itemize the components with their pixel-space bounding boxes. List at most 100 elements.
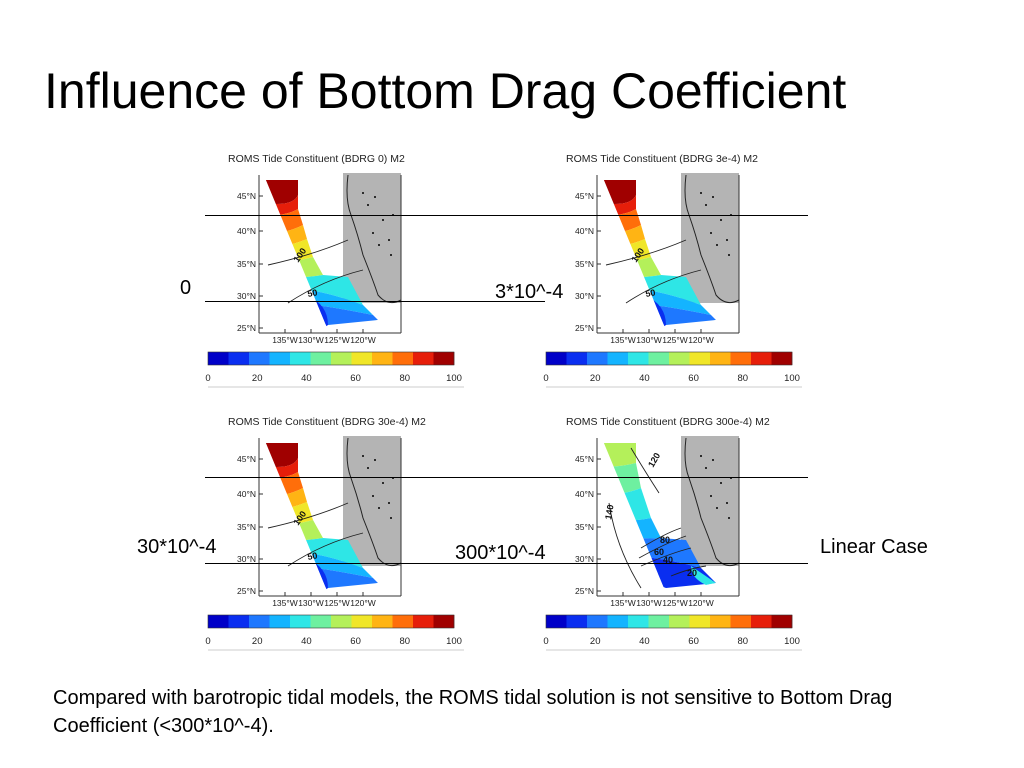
lat-tick-label: 45°N <box>237 454 256 464</box>
divider-line-bottom-lower <box>205 563 808 564</box>
colorbar-swatch <box>607 352 629 365</box>
lon-tick-label: 130°W <box>298 335 324 345</box>
colorbar-tick-label: 60 <box>350 636 361 647</box>
lon-tick-label: 135°W <box>610 598 636 608</box>
lat-tick-label: 35°N <box>575 259 594 269</box>
colorbar-tick-label: 0 <box>205 373 210 384</box>
lat-tick-label: 45°N <box>575 454 594 464</box>
linear-case-label: Linear Case <box>820 536 928 558</box>
tide-map-bdrg-0: ROMS Tide Constituent (BDRG 0) M2 100 50 45… <box>203 145 468 390</box>
lon-tick-label: 120°W <box>350 598 376 608</box>
lat-tick-label: 25°N <box>237 323 256 333</box>
map-title: ROMS Tide Constituent (BDRG 300e-4) M2 <box>566 416 770 428</box>
case-label-30e-4: 30*10^-4 <box>137 536 217 558</box>
colorbar-tick-label: 40 <box>639 636 650 647</box>
lon-tick-label: 135°W <box>272 598 298 608</box>
lat-tick-label: 25°N <box>575 323 594 333</box>
colorbar-swatch <box>751 615 772 628</box>
tide-map-bdrg-3e-4: ROMS Tide Constituent (BDRG 3e-4) M2 100 5… <box>541 145 806 390</box>
contour-label: 120 <box>646 451 662 469</box>
colorbar-swatch <box>290 352 311 365</box>
case-label-300e-4: 300*10^-4 <box>455 542 546 564</box>
colorbar-swatch <box>730 352 752 365</box>
colorbar-swatch <box>433 352 455 365</box>
contour-label: 50 <box>645 287 657 299</box>
lon-tick-label: 135°W <box>610 335 636 345</box>
colorbar-swatch <box>269 615 291 628</box>
colorbar-swatch <box>331 352 352 365</box>
lon-tick-label: 130°W <box>298 598 324 608</box>
lon-tick-label: 120°W <box>688 335 714 345</box>
colorbar-swatch <box>628 352 649 365</box>
colorbar-swatch <box>710 352 731 365</box>
colorbar-swatch <box>771 352 793 365</box>
colorbar-swatch <box>372 615 393 628</box>
lon-tick-label: 120°W <box>688 598 714 608</box>
colorbar-swatch <box>392 615 414 628</box>
slide-title: Influence of Bottom Drag Coefficient <box>44 63 847 119</box>
colorbar-swatch <box>208 615 229 628</box>
contour-label: 40 <box>663 555 673 565</box>
tide-map-svg: ROMS Tide Constituent (BDRG 300e-4) M2 14… <box>543 416 802 651</box>
lon-tick-label: 125°W <box>662 598 688 608</box>
lat-tick-label: 35°N <box>237 522 256 532</box>
colorbar-tick-label: 100 <box>784 636 800 647</box>
colorbar-swatch <box>607 615 629 628</box>
map-title: ROMS Tide Constituent (BDRG 0) M2 <box>228 153 405 165</box>
contour-label: 60 <box>654 547 664 557</box>
colorbar-tick-label: 100 <box>784 373 800 384</box>
lat-tick-label: 25°N <box>237 586 256 596</box>
lon-tick-label: 130°W <box>636 598 662 608</box>
colorbar-swatch <box>546 352 567 365</box>
lat-tick-label: 30°N <box>237 291 256 301</box>
colorbar-swatch <box>730 615 752 628</box>
colorbar-swatch <box>669 352 690 365</box>
lon-tick-label: 125°W <box>662 335 688 345</box>
colorbar-tick-label: 0 <box>543 636 548 647</box>
tide-map-svg: ROMS Tide Constituent (BDRG 30e-4) M2 100… <box>205 416 464 651</box>
tide-map-svg: ROMS Tide Constituent (BDRG 0) M2 100 50 45… <box>205 153 464 388</box>
lat-tick-label: 40°N <box>575 226 594 236</box>
map-title: ROMS Tide Constituent (BDRG 3e-4) M2 <box>566 153 758 165</box>
contour-label: 50 <box>307 287 319 299</box>
case-label-0: 0 <box>180 277 192 299</box>
case-label-3e-4: 3*10^-4 <box>495 281 564 303</box>
lon-tick-label: 125°W <box>324 335 350 345</box>
colorbar-swatch <box>648 615 670 628</box>
colorbar-swatch <box>751 352 772 365</box>
colorbar-swatch <box>546 615 567 628</box>
colorbar-tick-label: 20 <box>590 373 601 384</box>
colorbar-tick-label: 60 <box>688 373 699 384</box>
colorbar-tick-label: 100 <box>446 373 462 384</box>
colorbar-swatch <box>249 615 270 628</box>
colorbar-tick-label: 20 <box>252 373 263 384</box>
lat-tick-label: 40°N <box>237 226 256 236</box>
slide-caption: Compared with barotropic tidal models, t… <box>53 687 893 737</box>
colorbar-tick-label: 40 <box>301 636 312 647</box>
lon-tick-label: 120°W <box>350 335 376 345</box>
lat-tick-label: 45°N <box>237 191 256 201</box>
colorbar-swatch <box>689 615 711 628</box>
colorbar-swatch <box>351 352 373 365</box>
lat-tick-label: 35°N <box>237 259 256 269</box>
tide-map-svg: ROMS Tide Constituent (BDRG 3e-4) M2 100 5… <box>543 153 802 388</box>
colorbar-tick-label: 0 <box>543 373 548 384</box>
divider-line-top-lower <box>205 301 545 302</box>
colorbar-swatch <box>566 352 588 365</box>
colorbar-tick-label: 80 <box>738 636 749 647</box>
colorbar-swatch <box>587 615 608 628</box>
lon-tick-label: 135°W <box>272 335 298 345</box>
lat-tick-label: 25°N <box>575 586 594 596</box>
colorbar-tick-label: 20 <box>252 636 263 647</box>
colorbar-swatch <box>566 615 588 628</box>
colorbar-swatch <box>249 352 270 365</box>
colorbar-swatch <box>310 615 332 628</box>
contour-label: 140 <box>603 504 615 521</box>
colorbar-swatch <box>228 352 250 365</box>
contour-label: 20 <box>687 568 697 578</box>
colorbar-swatch <box>392 352 414 365</box>
colorbar-swatch <box>269 352 291 365</box>
contour-label: 50 <box>307 550 319 562</box>
colorbar-tick-label: 0 <box>205 636 210 647</box>
colorbar-swatch <box>771 615 793 628</box>
